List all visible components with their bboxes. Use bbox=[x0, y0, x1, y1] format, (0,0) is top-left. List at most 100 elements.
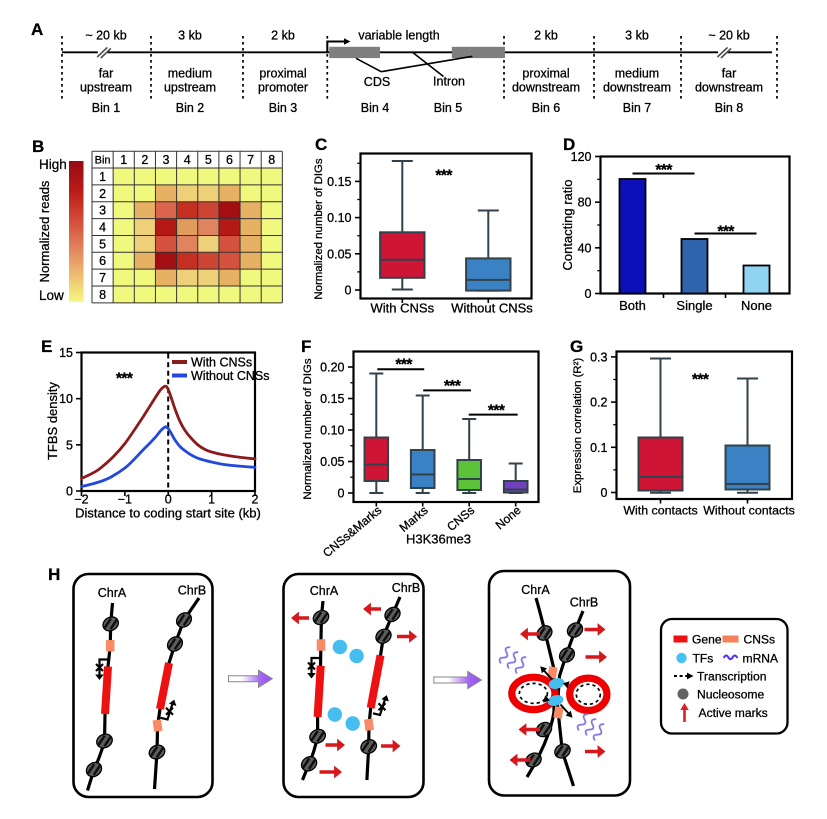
svg-text:TFBS density: TFBS density bbox=[45, 381, 60, 460]
svg-text:With CNSs: With CNSs bbox=[191, 356, 252, 370]
svg-text:downstream: downstream bbox=[603, 81, 671, 95]
svg-text:TFs: TFs bbox=[693, 652, 714, 666]
svg-text:Bin 7: Bin 7 bbox=[623, 101, 652, 115]
svg-text:0.20: 0.20 bbox=[320, 361, 344, 375]
svg-text:D: D bbox=[563, 135, 575, 154]
svg-text:ChrA: ChrA bbox=[310, 584, 339, 598]
svg-text:far: far bbox=[99, 67, 114, 81]
svg-text:Without contacts: Without contacts bbox=[703, 504, 795, 518]
svg-text:−1: −1 bbox=[118, 493, 132, 507]
svg-text:H3K36me3: H3K36me3 bbox=[406, 532, 471, 547]
svg-text:5: 5 bbox=[66, 438, 73, 452]
svg-text:Bin: Bin bbox=[95, 155, 111, 167]
svg-text:High: High bbox=[39, 157, 67, 172]
svg-text:downstream: downstream bbox=[695, 81, 763, 95]
svg-text:F: F bbox=[301, 337, 311, 356]
svg-text:ChrB: ChrB bbox=[392, 581, 420, 595]
svg-text:G: G bbox=[570, 337, 583, 356]
svg-text:5: 5 bbox=[99, 237, 106, 251]
svg-text:120: 120 bbox=[571, 150, 592, 164]
svg-text:Normalized reads: Normalized reads bbox=[37, 180, 52, 282]
svg-text:With CNSs: With CNSs bbox=[371, 301, 435, 316]
svg-text:CNSs: CNSs bbox=[744, 633, 776, 647]
svg-text:Normalized number of DIGs: Normalized number of DIGs bbox=[313, 158, 325, 299]
svg-text:medium: medium bbox=[615, 67, 659, 81]
svg-text:0.2: 0.2 bbox=[590, 396, 607, 410]
svg-text:variable length: variable length bbox=[358, 29, 439, 43]
svg-text:3: 3 bbox=[163, 153, 170, 167]
svg-text:6: 6 bbox=[99, 254, 106, 268]
svg-text:***: *** bbox=[692, 372, 710, 389]
svg-text:A: A bbox=[31, 20, 43, 39]
svg-text:Transcription: Transcription bbox=[697, 670, 766, 684]
svg-text:~ 20 kb: ~ 20 kb bbox=[85, 29, 126, 43]
svg-text:−2: −2 bbox=[74, 493, 88, 507]
svg-text:CDS: CDS bbox=[364, 75, 390, 89]
svg-text:Expression correlation (R²): Expression correlation (R²) bbox=[572, 358, 584, 494]
svg-text:~ 20 kb: ~ 20 kb bbox=[708, 29, 749, 43]
svg-text:Without CNSs: Without CNSs bbox=[451, 301, 533, 316]
svg-text:0: 0 bbox=[338, 487, 345, 501]
svg-text:2 kb: 2 kb bbox=[271, 29, 295, 43]
svg-text:E: E bbox=[41, 337, 52, 356]
svg-text:Low: Low bbox=[39, 288, 64, 303]
svg-text:0.15: 0.15 bbox=[327, 175, 351, 189]
svg-text:3 kb: 3 kb bbox=[178, 29, 202, 43]
svg-text:0.10: 0.10 bbox=[320, 424, 344, 438]
svg-text:ChrA: ChrA bbox=[521, 583, 550, 597]
svg-text:1: 1 bbox=[99, 170, 106, 184]
svg-text:With contacts: With contacts bbox=[623, 504, 697, 518]
svg-text:Bin 8: Bin 8 bbox=[715, 101, 744, 115]
svg-text:6: 6 bbox=[226, 153, 233, 167]
svg-text:medium: medium bbox=[168, 67, 212, 81]
svg-text:3 kb: 3 kb bbox=[625, 29, 649, 43]
svg-text:5: 5 bbox=[205, 153, 212, 167]
svg-text:***: *** bbox=[395, 357, 413, 374]
svg-text:1: 1 bbox=[120, 153, 127, 167]
svg-text:4: 4 bbox=[99, 221, 106, 235]
svg-text:0.1: 0.1 bbox=[590, 441, 607, 455]
svg-text:Bin 1: Bin 1 bbox=[92, 101, 121, 115]
svg-text:0.3: 0.3 bbox=[590, 350, 607, 364]
svg-text:2: 2 bbox=[252, 493, 259, 507]
svg-text:0.05: 0.05 bbox=[327, 247, 351, 261]
svg-text:upstream: upstream bbox=[80, 81, 132, 95]
svg-text:40: 40 bbox=[578, 241, 592, 255]
svg-text:***: *** bbox=[444, 378, 462, 395]
svg-text:B: B bbox=[32, 137, 44, 156]
svg-text:80: 80 bbox=[578, 196, 592, 210]
svg-text:3: 3 bbox=[99, 204, 106, 218]
svg-text:Active marks: Active marks bbox=[699, 706, 768, 720]
svg-text:8: 8 bbox=[268, 153, 275, 167]
svg-text:***: *** bbox=[116, 371, 134, 388]
svg-text:ChrB: ChrB bbox=[570, 596, 598, 610]
svg-text:C: C bbox=[315, 135, 327, 154]
svg-text:2 kb: 2 kb bbox=[534, 29, 558, 43]
svg-text:Without CNSs: Without CNSs bbox=[191, 369, 270, 383]
svg-text:0: 0 bbox=[66, 485, 73, 499]
svg-text:Intron: Intron bbox=[433, 75, 465, 89]
svg-text:***: *** bbox=[655, 162, 673, 179]
svg-text:Distance to coding start site: Distance to coding start site (kb) bbox=[75, 506, 261, 521]
svg-text:Bin 5: Bin 5 bbox=[434, 101, 463, 115]
svg-text:0.15: 0.15 bbox=[320, 392, 344, 406]
svg-text:None: None bbox=[741, 298, 772, 313]
svg-text:proximal: proximal bbox=[522, 67, 569, 81]
svg-text:mRNA: mRNA bbox=[743, 652, 780, 666]
svg-text:Contacting ratio: Contacting ratio bbox=[560, 179, 575, 270]
svg-text:Nucleosome: Nucleosome bbox=[697, 688, 764, 702]
svg-text:0: 0 bbox=[585, 287, 592, 301]
svg-text:7: 7 bbox=[99, 271, 106, 285]
svg-text:Gene: Gene bbox=[692, 633, 722, 647]
svg-text:***: *** bbox=[717, 224, 735, 241]
svg-text:far: far bbox=[722, 67, 737, 81]
svg-text:0: 0 bbox=[345, 284, 352, 298]
svg-text:1: 1 bbox=[208, 493, 215, 507]
svg-text:4: 4 bbox=[184, 153, 191, 167]
svg-text:Single: Single bbox=[676, 298, 712, 313]
svg-text:H: H bbox=[48, 565, 60, 584]
svg-text:Normalized number of DIGs: Normalized number of DIGs bbox=[302, 358, 314, 499]
svg-text:Bin 3: Bin 3 bbox=[269, 101, 298, 115]
svg-text:ChrA: ChrA bbox=[98, 586, 127, 600]
svg-text:***: *** bbox=[488, 403, 506, 420]
